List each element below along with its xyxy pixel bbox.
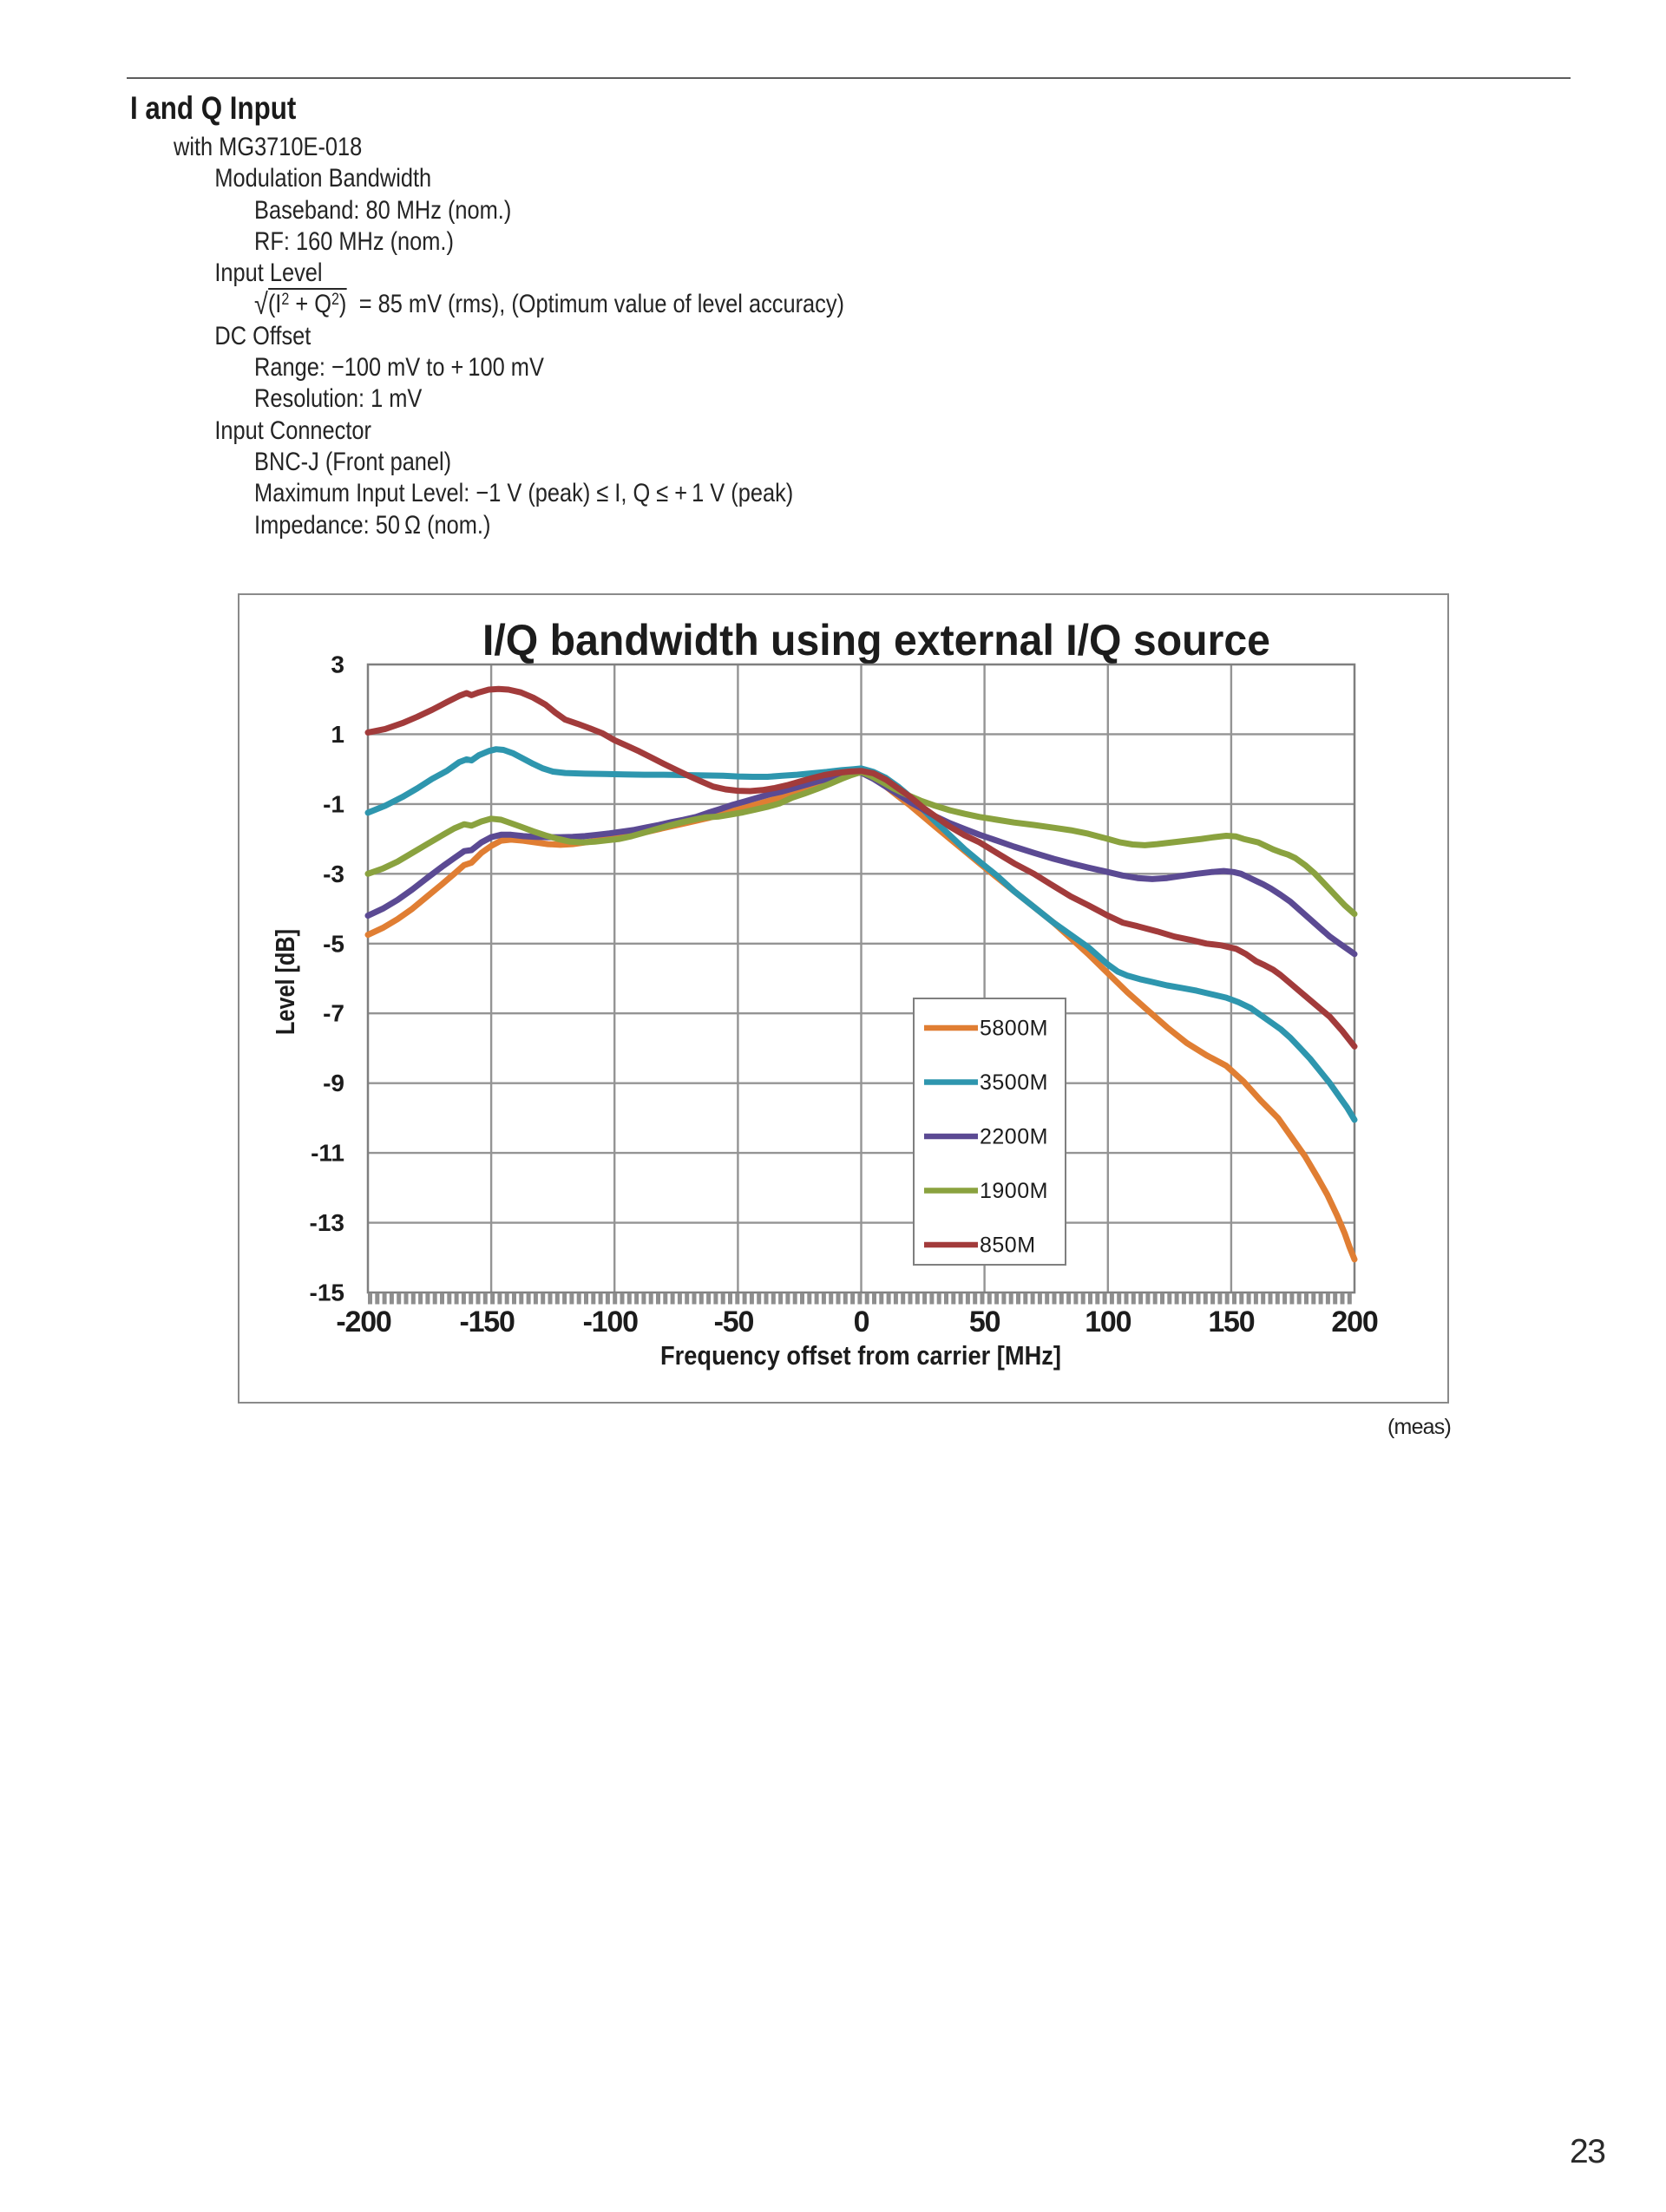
svg-text:-9: -9 bbox=[323, 1070, 344, 1096]
svg-text:-11: -11 bbox=[311, 1140, 344, 1167]
svg-text:-50: -50 bbox=[714, 1306, 754, 1338]
svg-text:2200M: 2200M bbox=[980, 1125, 1048, 1149]
svg-text:I/Q bandwidth using external I: I/Q bandwidth using external I/Q source bbox=[482, 616, 1270, 664]
svg-text:-5: -5 bbox=[323, 930, 344, 957]
svg-text:850M: 850M bbox=[980, 1234, 1036, 1258]
svg-text:1900M: 1900M bbox=[980, 1179, 1048, 1203]
svg-text:5800M: 5800M bbox=[980, 1017, 1048, 1041]
svg-text:0: 0 bbox=[854, 1306, 869, 1338]
svg-text:Frequency offset from carrier: Frequency offset from carrier [MHz] bbox=[660, 1340, 1061, 1371]
svg-text:100: 100 bbox=[1085, 1306, 1131, 1338]
svg-text:-3: -3 bbox=[323, 861, 344, 887]
svg-text:3: 3 bbox=[331, 651, 344, 678]
svg-text:1: 1 bbox=[331, 721, 344, 748]
svg-text:-100: -100 bbox=[583, 1306, 639, 1338]
svg-text:-1: -1 bbox=[323, 790, 344, 817]
svg-text:3500M: 3500M bbox=[980, 1070, 1048, 1095]
svg-text:-7: -7 bbox=[323, 1000, 344, 1027]
svg-text:-200: -200 bbox=[336, 1306, 391, 1338]
svg-text:200: 200 bbox=[1331, 1306, 1377, 1338]
svg-text:50: 50 bbox=[969, 1306, 1000, 1338]
svg-text:-150: -150 bbox=[459, 1306, 515, 1338]
svg-text:Level [dB]: Level [dB] bbox=[270, 929, 300, 1035]
svg-text:-13: -13 bbox=[310, 1209, 344, 1236]
svg-text:-15: -15 bbox=[310, 1279, 344, 1306]
svg-text:150: 150 bbox=[1208, 1306, 1254, 1338]
